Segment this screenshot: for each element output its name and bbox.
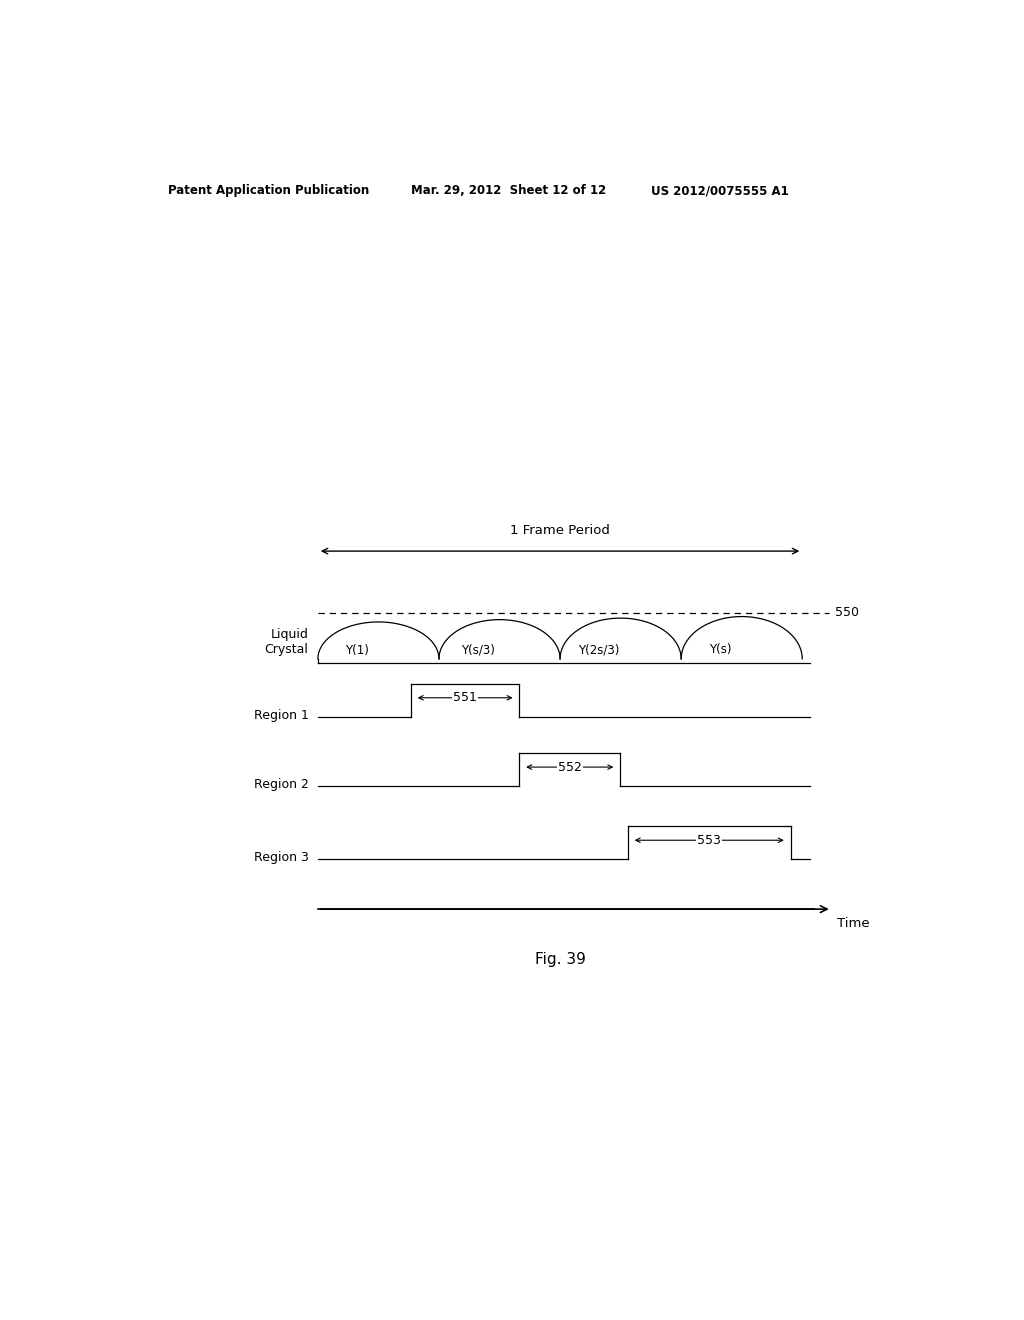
Text: Region 1: Region 1 bbox=[254, 709, 308, 722]
Text: Fig. 39: Fig. 39 bbox=[535, 952, 586, 966]
Text: 553: 553 bbox=[697, 834, 721, 846]
Text: Time: Time bbox=[838, 916, 869, 929]
Text: Y(s): Y(s) bbox=[709, 643, 731, 656]
Text: Region 2: Region 2 bbox=[254, 777, 308, 791]
Text: Liquid
Crystal: Liquid Crystal bbox=[264, 627, 308, 656]
Text: Y(1): Y(1) bbox=[345, 644, 369, 657]
Text: 550: 550 bbox=[835, 606, 859, 619]
Text: US 2012/0075555 A1: US 2012/0075555 A1 bbox=[651, 185, 788, 197]
Text: Y(s/3): Y(s/3) bbox=[461, 644, 495, 657]
Text: 551: 551 bbox=[454, 692, 477, 705]
Text: 552: 552 bbox=[558, 760, 582, 774]
Text: Y(2s/3): Y(2s/3) bbox=[579, 643, 620, 656]
Text: Region 3: Region 3 bbox=[254, 851, 308, 865]
Text: Patent Application Publication: Patent Application Publication bbox=[168, 185, 370, 197]
Text: 1 Frame Period: 1 Frame Period bbox=[510, 524, 610, 537]
Text: Mar. 29, 2012  Sheet 12 of 12: Mar. 29, 2012 Sheet 12 of 12 bbox=[411, 185, 606, 197]
